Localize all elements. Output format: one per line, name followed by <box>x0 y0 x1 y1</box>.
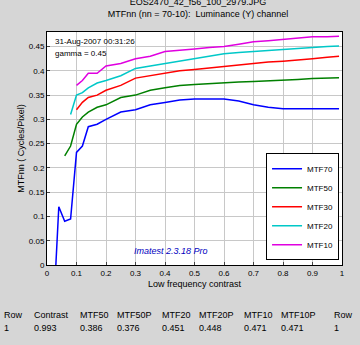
html-text:MTF50: MTF50 <box>80 310 109 320</box>
svg-text:gamma = 0.45: gamma = 0.45 <box>55 49 107 58</box>
svg-text:1: 1 <box>340 269 345 278</box>
svg-text:0.4: 0.4 <box>159 269 171 278</box>
html-text:1: 1 <box>4 323 9 333</box>
svg-text:0.25: 0.25 <box>29 139 45 148</box>
svg-text:0: 0 <box>40 261 45 270</box>
html-text:0.471: 0.471 <box>281 323 304 333</box>
svg-text:0.1: 0.1 <box>33 212 45 221</box>
svg-text:Low frequency contrast: Low frequency contrast <box>148 279 242 289</box>
svg-text:0.3: 0.3 <box>130 269 142 278</box>
svg-text:MTF20: MTF20 <box>307 222 333 231</box>
svg-text:0.45: 0.45 <box>29 42 45 51</box>
svg-text:0.15: 0.15 <box>29 188 45 197</box>
html-text:MTF50P: MTF50P <box>117 310 152 320</box>
svg-text:MTF30: MTF30 <box>307 203 333 212</box>
svg-text:0.35: 0.35 <box>29 91 45 100</box>
svg-text:Imatest 2.3.18 Pro: Imatest 2.3.18 Pro <box>134 246 208 256</box>
svg-text:EOS2470_42_f56_100_2979.JPGMTF: EOS2470_42_f56_100_2979.JPGMTFnn (nn = 7… <box>108 0 288 19</box>
html-text:MTF20P: MTF20P <box>199 310 234 320</box>
html-text:Row: Row <box>334 310 352 320</box>
svg-text:0.3: 0.3 <box>33 115 45 124</box>
html-text:MTF20: MTF20 <box>162 310 191 320</box>
html-text:0.993: 0.993 <box>34 323 57 333</box>
svg-text:0.4: 0.4 <box>33 67 45 76</box>
svg-text:0.6: 0.6 <box>218 269 230 278</box>
svg-text:0.05: 0.05 <box>29 237 45 246</box>
html-text:0.451: 0.451 <box>162 323 185 333</box>
svg-text:31-Aug-2007 00:31:26: 31-Aug-2007 00:31:26 <box>55 37 135 46</box>
svg-text:0: 0 <box>45 269 50 278</box>
html-text:MTF10P: MTF10P <box>281 310 316 320</box>
html-text:0.448: 0.448 <box>199 323 222 333</box>
svg-text:MTF10: MTF10 <box>307 241 333 250</box>
svg-text:0.8: 0.8 <box>277 269 289 278</box>
html-text:0.386: 0.386 <box>80 323 103 333</box>
html-text:MTF10: MTF10 <box>244 310 273 320</box>
html-text:0.471: 0.471 <box>244 323 267 333</box>
html-text:Contrast: Contrast <box>34 310 68 320</box>
html-text:0.376: 0.376 <box>117 323 140 333</box>
html-text:1: 1 <box>334 323 339 333</box>
svg-text:0.7: 0.7 <box>248 269 260 278</box>
svg-text:MTF50: MTF50 <box>307 184 333 193</box>
svg-text:0.2: 0.2 <box>33 164 45 173</box>
svg-text:MTFnn ( Cycles/Pixel): MTFnn ( Cycles/Pixel) <box>16 104 26 193</box>
svg-text:MTF70: MTF70 <box>307 165 333 174</box>
svg-text:0.9: 0.9 <box>307 269 319 278</box>
svg-text:0.1: 0.1 <box>71 269 83 278</box>
svg-text:0.2: 0.2 <box>100 269 112 278</box>
html-text:Row: Row <box>4 310 22 320</box>
svg-text:0.5: 0.5 <box>189 269 201 278</box>
